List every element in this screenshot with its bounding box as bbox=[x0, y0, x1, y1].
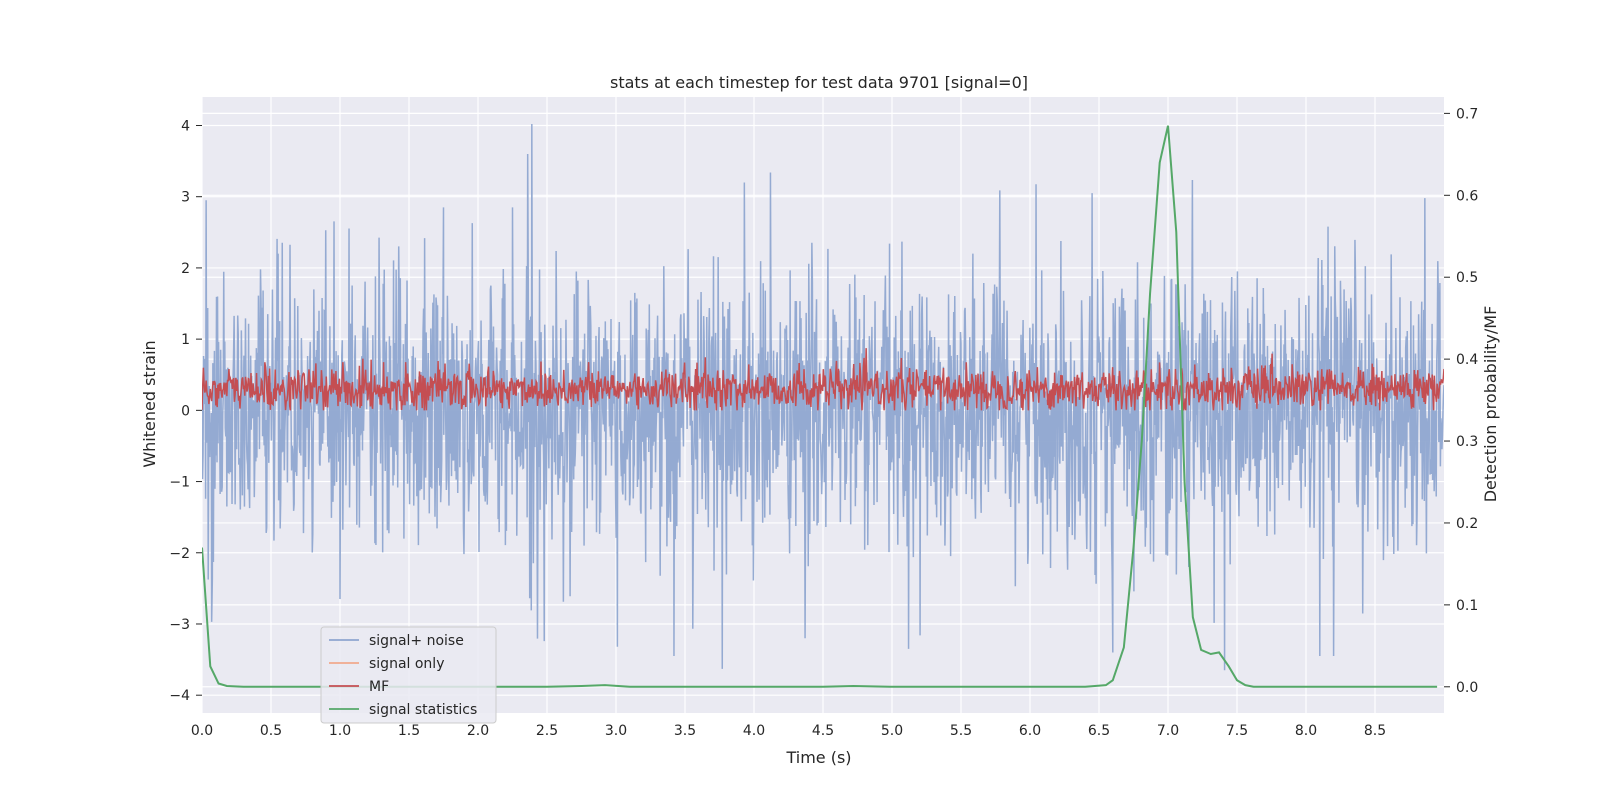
x-tick-label: 1.5 bbox=[398, 723, 420, 739]
y-right-tick-label: 0.7 bbox=[1456, 106, 1478, 122]
y-left-tick-label: 1 bbox=[181, 332, 190, 348]
x-tick-label: 4.0 bbox=[743, 723, 765, 739]
x-tick-label: 6.5 bbox=[1088, 723, 1110, 739]
legend-box bbox=[320, 626, 497, 724]
x-tick-label: 3.5 bbox=[674, 723, 696, 739]
legend-label-signal-only: signal only bbox=[369, 656, 444, 672]
x-tick-label: 6.0 bbox=[1019, 723, 1041, 739]
x-tick-label: 2.5 bbox=[536, 723, 558, 739]
x-tick-label: 2.0 bbox=[467, 723, 489, 739]
x-tick-label: 4.5 bbox=[812, 723, 834, 739]
series-signal-noise bbox=[202, 124, 1444, 671]
ticks: 0.0 0.5 1.0 1.5 2.0 2.5 3.0 3.5 4.0 4.5 5.0 5.5 6.0 6… bbox=[169, 106, 1478, 739]
y-axis-left-title: Whitened strain bbox=[140, 340, 159, 467]
y-right-tick-label: 0.0 bbox=[1456, 680, 1478, 696]
x-tick-label: 3.0 bbox=[605, 723, 627, 739]
y-left-tick-label: −3 bbox=[169, 617, 190, 633]
y-left-tick-label: −2 bbox=[169, 546, 190, 562]
legend: signal+ noise signal only MF signal stat… bbox=[320, 626, 497, 724]
y-right-tick-label: 0.5 bbox=[1456, 270, 1478, 286]
legend-label-signal-statistics: signal statistics bbox=[369, 702, 477, 718]
chart-title: stats at each timestep for test data 970… bbox=[610, 73, 1028, 92]
x-tick-label: 7.5 bbox=[1226, 723, 1248, 739]
y-left-tick-label: 3 bbox=[181, 190, 190, 206]
y-right-tick-label: 0.2 bbox=[1456, 516, 1478, 532]
y-right-tick-label: 0.4 bbox=[1456, 352, 1478, 368]
y-right-tick-label: 0.3 bbox=[1456, 434, 1478, 450]
x-axis-title: Time (s) bbox=[785, 748, 851, 767]
x-tick-label: 8.0 bbox=[1295, 723, 1317, 739]
x-tick-label: 0.0 bbox=[191, 723, 213, 739]
x-tick-label: 7.0 bbox=[1157, 723, 1179, 739]
y-left-tick-label: 2 bbox=[181, 261, 190, 277]
y-right-tick-label: 0.6 bbox=[1456, 188, 1478, 204]
legend-label-mf: MF bbox=[369, 679, 389, 695]
x-tick-label: 1.0 bbox=[329, 723, 351, 739]
y-left-tick-label: −1 bbox=[169, 475, 190, 491]
y-left-tick-label: −4 bbox=[169, 688, 190, 704]
y-left-tick-label: 4 bbox=[181, 118, 190, 134]
y-left-tick-label: 0 bbox=[181, 403, 190, 419]
x-tick-label: 5.0 bbox=[881, 723, 903, 739]
x-tick-label: 8.5 bbox=[1364, 723, 1386, 739]
series-mf bbox=[202, 348, 1444, 411]
x-tick-label: 5.5 bbox=[950, 723, 972, 739]
y-right-tick-label: 0.1 bbox=[1456, 598, 1478, 614]
y-axis-right-title: Detection probability/MF bbox=[1481, 306, 1500, 503]
x-tick-label: 0.5 bbox=[260, 723, 282, 739]
legend-label-signal-noise: signal+ noise bbox=[369, 633, 464, 649]
